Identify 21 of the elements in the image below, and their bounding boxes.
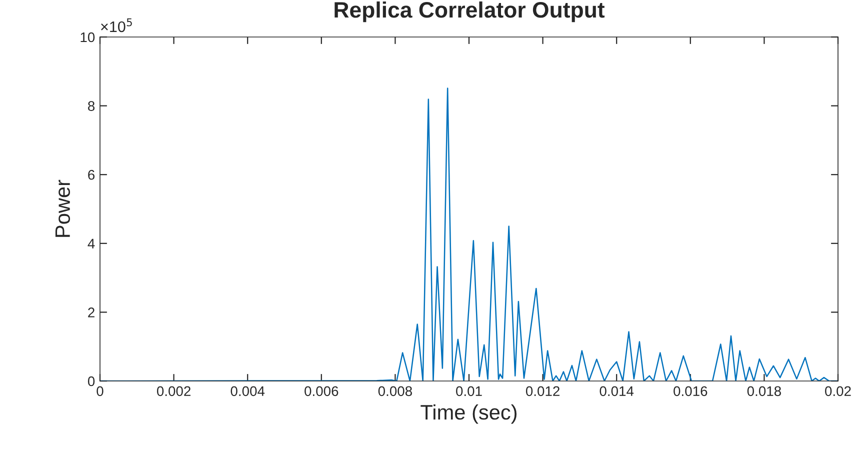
y-tick-label: 8 <box>88 101 95 111</box>
x-axis-title: Time (sec) <box>420 404 517 424</box>
chart-title: Replica Correlator Output <box>334 1 605 22</box>
x-tick-label: 0.016 <box>674 386 708 396</box>
x-tick-label: 0.018 <box>747 386 781 396</box>
y-tick-label: 10 <box>80 32 95 42</box>
x-tick-label: 0.002 <box>156 386 190 396</box>
x-tick-label: 0 <box>96 386 104 396</box>
x-tick-label: 0.004 <box>230 386 265 396</box>
y-axis-title: Power <box>55 180 70 237</box>
y-tick-label: 4 <box>88 238 95 248</box>
x-tick-label: 0.01 <box>456 386 482 396</box>
x-tick-label: 0.014 <box>600 386 634 396</box>
x-tick-label: 0.02 <box>825 386 851 396</box>
x-tick-label: 0.006 <box>304 386 338 396</box>
text: ×10$^{5}$ <box>101 18 132 32</box>
y-tick-label: 2 <box>88 308 94 318</box>
y-tick-label: 0 <box>88 376 95 386</box>
x-tick-label: 0.008 <box>378 386 412 396</box>
x-tick-label: 0.012 <box>526 386 560 396</box>
y-tick-label: 6 <box>88 170 95 180</box>
